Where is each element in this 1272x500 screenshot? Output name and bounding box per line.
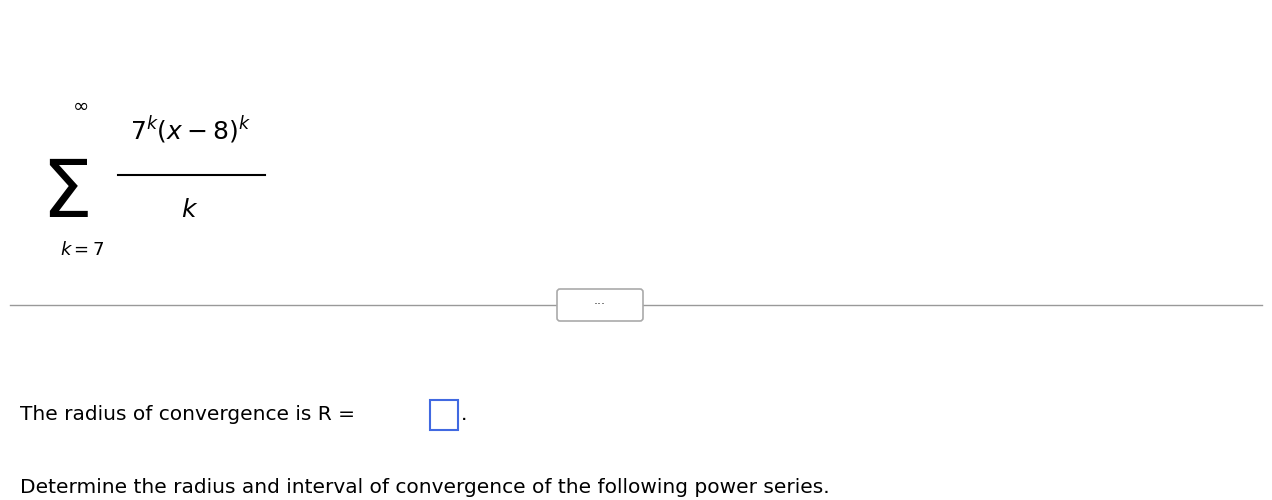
Text: Determine the radius and interval of convergence of the following power series.: Determine the radius and interval of con… <box>20 478 829 497</box>
Text: ···: ··· <box>594 298 605 312</box>
FancyBboxPatch shape <box>557 289 644 321</box>
Text: $k$: $k$ <box>182 198 198 222</box>
Text: $\infty$: $\infty$ <box>73 96 88 114</box>
FancyBboxPatch shape <box>430 400 458 430</box>
Text: $\Sigma$: $\Sigma$ <box>41 156 89 234</box>
Text: $k=7$: $k=7$ <box>60 241 104 259</box>
Text: $7^k(x-8)^k$: $7^k(x-8)^k$ <box>130 114 251 146</box>
Text: The radius of convergence is R =: The radius of convergence is R = <box>20 406 361 424</box>
Text: .: . <box>460 406 467 424</box>
